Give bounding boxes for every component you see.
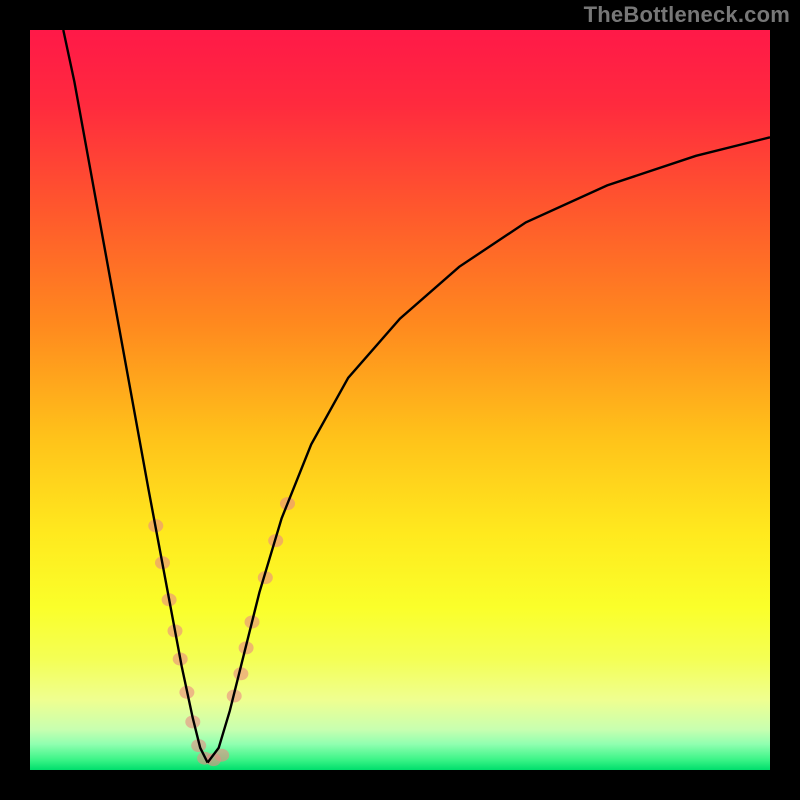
watermark-text: TheBottleneck.com [584,2,790,28]
chart-container: { "watermark": { "text": "TheBottleneck.… [0,0,800,800]
chart-svg [0,0,800,800]
plot-area [30,30,770,770]
